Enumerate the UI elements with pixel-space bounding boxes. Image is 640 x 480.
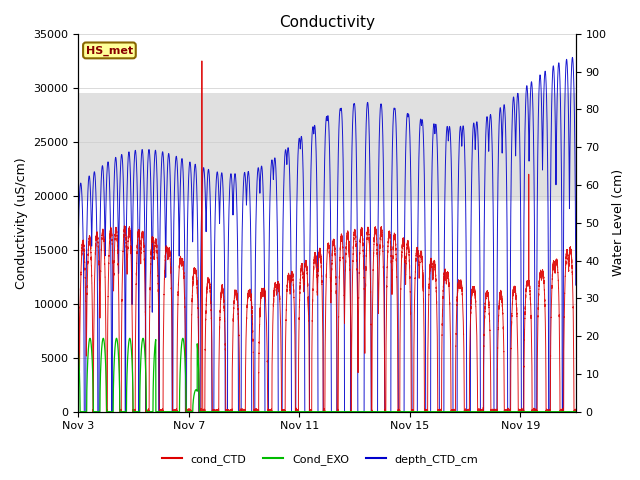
Bar xyxy=(79,93,576,201)
Text: HS_met: HS_met xyxy=(86,45,133,56)
Y-axis label: Water Level (cm): Water Level (cm) xyxy=(612,169,625,276)
Y-axis label: Conductivity (uS/cm): Conductivity (uS/cm) xyxy=(15,157,28,288)
Legend: cond_CTD, Cond_EXO, depth_CTD_cm: cond_CTD, Cond_EXO, depth_CTD_cm xyxy=(157,450,483,469)
Title: Conductivity: Conductivity xyxy=(279,15,375,30)
